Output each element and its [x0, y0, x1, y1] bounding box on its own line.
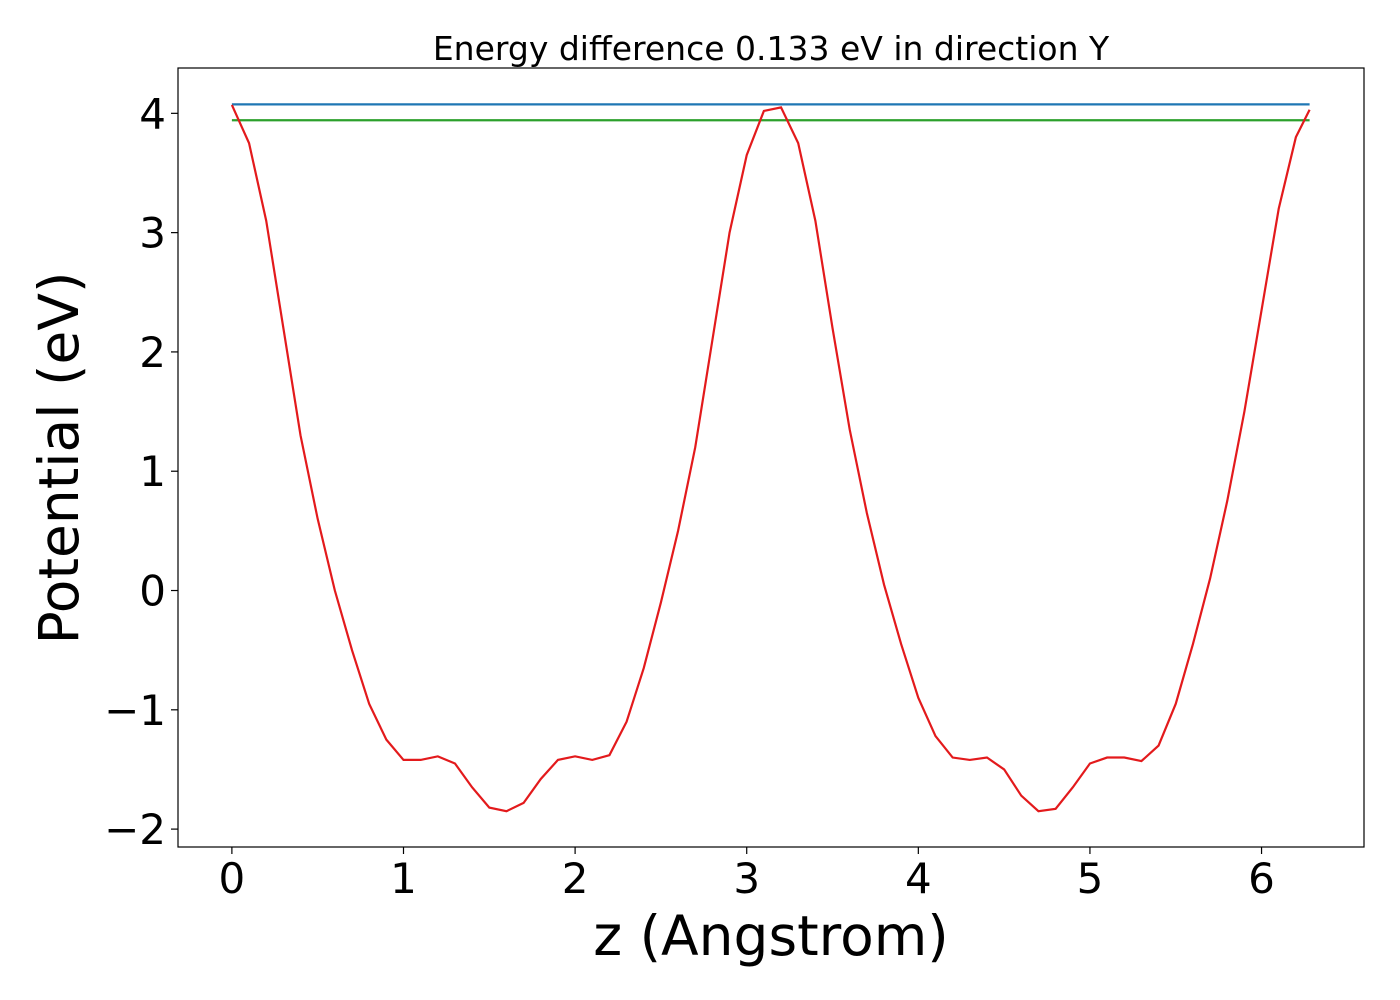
y-tick-label: −1	[104, 686, 166, 735]
y-tick-label: 1	[139, 447, 166, 496]
y-tick-label: 2	[139, 328, 166, 377]
y-tick-label: −2	[104, 805, 166, 854]
chart-title: Energy difference 0.133 eV in direction …	[433, 29, 1110, 68]
x-tick-label: 1	[390, 854, 417, 903]
x-tick-label: 2	[562, 854, 589, 903]
plot-frame	[177, 67, 1365, 848]
y-axis-label: Potential (eV)	[27, 272, 91, 645]
series-line	[230, 104, 1311, 813]
x-tick-label: 0	[219, 854, 246, 903]
x-axis-label: z (Angstrom)	[593, 904, 949, 968]
y-tick-label: 4	[139, 89, 166, 138]
x-tick-label: 5	[1077, 854, 1104, 903]
x-tick-label: 4	[905, 854, 932, 903]
y-tick-label: 3	[139, 209, 166, 258]
y-tick-label: 0	[139, 567, 166, 616]
x-tick-label: 6	[1248, 854, 1275, 903]
x-tick-label: 3	[733, 854, 760, 903]
